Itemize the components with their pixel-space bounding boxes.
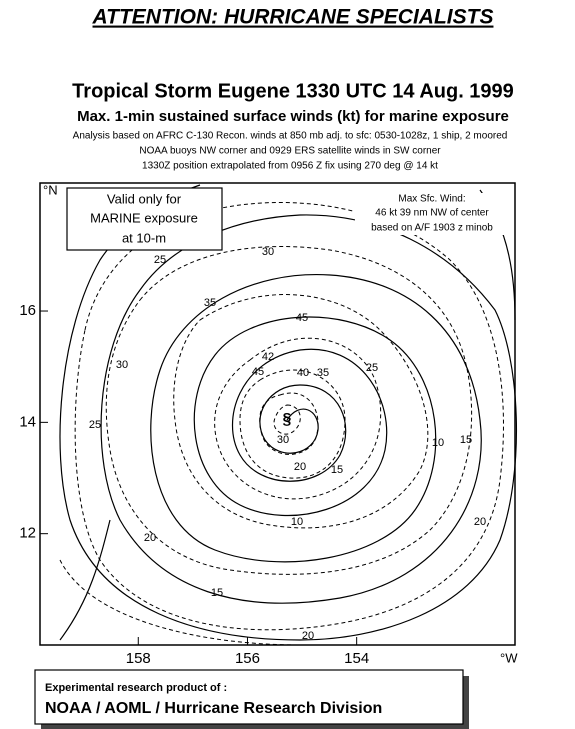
contour-label: 42 — [262, 351, 274, 363]
contour-labels: 25 30 35 45 30 42 45 40 35 25 25 30 20 15 10 15 10 20 20 15… — [89, 246, 486, 642]
contour-label: 45 — [296, 312, 308, 324]
note-line: NOAA buoys NW corner and 0929 ERS satell… — [139, 146, 441, 157]
contour-label: 25 — [154, 254, 166, 266]
contour-label: 25 — [366, 362, 378, 374]
max-wind-box — [355, 193, 510, 235]
contour-label: 30 — [277, 434, 289, 446]
map-frame — [39, 182, 516, 646]
storm-symbol: § — [283, 411, 292, 428]
axes: 158 156 154 16 14 12 °N °W — [19, 182, 518, 667]
contour-label: 15 — [331, 464, 343, 476]
contour-label: 20 — [302, 630, 314, 642]
y-tick-label: 16 — [19, 302, 36, 319]
x-tick-label: 156 — [235, 650, 260, 667]
contour-label: 10 — [291, 516, 303, 528]
x-tick-label: 154 — [344, 650, 369, 667]
contour-label: 20 — [144, 532, 156, 544]
attention-header: ATTENTION: HURRICANE SPECIALISTS — [92, 6, 494, 29]
y-tick-label: 14 — [19, 413, 36, 430]
map-subtitle: Max. 1-min sustained surface winds (kt) … — [77, 108, 509, 125]
contour-label: 15 — [460, 434, 472, 446]
contour-label: 15 — [211, 587, 223, 599]
validity-box — [66, 187, 223, 251]
max-wind-line: based on A/F 1903 z minob — [371, 223, 493, 234]
x-tick-label: 158 — [126, 650, 151, 667]
y-tick-label: 12 — [19, 525, 36, 542]
contour-label: 40 — [297, 367, 309, 379]
footer-line: NOAA / AOML / Hurricane Research Divisio… — [45, 700, 382, 717]
contour-label: 20 — [474, 516, 486, 528]
footer-line: Experimental research product of : — [45, 682, 227, 694]
note-line: 1330Z position extrapolated from 0956 Z … — [142, 161, 438, 172]
contour-label: 35 — [317, 367, 329, 379]
note-line: Analysis based on AFRC C-130 Recon. wind… — [73, 131, 508, 142]
validity-line: at 10-m — [122, 230, 166, 245]
contour-label: 30 — [116, 359, 128, 371]
max-wind-line: 46 kt 39 nm NW of center — [375, 208, 489, 219]
max-wind-line: Max Sfc. Wind: — [398, 194, 465, 205]
contour-label: 35 — [204, 297, 216, 309]
validity-line: Valid only for — [107, 191, 182, 206]
map-title: Tropical Storm Eugene 1330 UTC 14 Aug. 1… — [72, 80, 514, 102]
contour-label: 25 — [89, 419, 101, 431]
y-unit: °N — [43, 182, 58, 197]
isotachs — [59, 202, 504, 646]
contour-label: 30 — [262, 246, 274, 258]
footer-box — [34, 669, 464, 725]
contour-label: 10 — [432, 437, 444, 449]
contour-label: 45 — [252, 366, 264, 378]
x-unit: °W — [500, 650, 518, 665]
contour-label: 20 — [294, 461, 306, 473]
validity-line: MARINE exposure — [90, 210, 198, 225]
